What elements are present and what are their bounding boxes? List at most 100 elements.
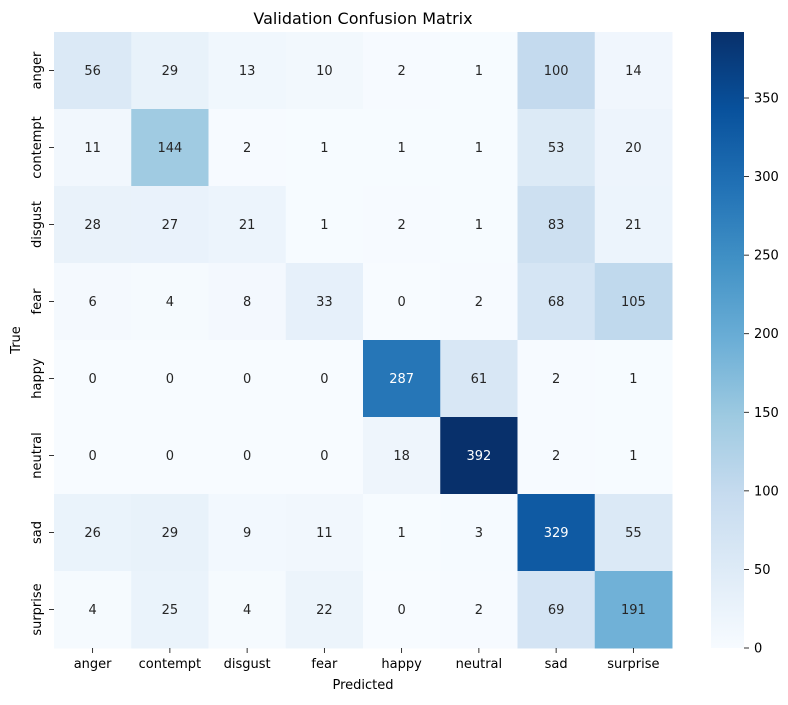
heatmap-cell (517, 340, 596, 418)
heatmap-cell (285, 263, 364, 341)
heatmap-cell (54, 109, 132, 187)
heatmap-cell (208, 109, 287, 187)
heatmap-cell (131, 32, 209, 110)
heatmap-cell (54, 186, 132, 264)
heatmap-cell (594, 494, 673, 572)
colorbar-tick-label: 0 (754, 642, 762, 657)
cell-value-label: 1 (629, 449, 637, 464)
heatmap-cell (363, 32, 441, 110)
cell-value-label: 2 (475, 603, 483, 618)
heatmap-cell (517, 494, 596, 572)
cell-value-label: 29 (162, 526, 179, 541)
heatmap-cell (285, 32, 364, 110)
heatmap-cell (517, 417, 596, 495)
y-tick-label: disgust (30, 201, 45, 248)
heatmap-cell (440, 571, 518, 649)
colorbar-tick-label: 300 (754, 170, 779, 185)
colorbar-tick-label: 50 (754, 563, 771, 578)
cell-value-label: 0 (243, 449, 251, 464)
heatmap-cell (208, 417, 287, 495)
cell-value-label: 1 (320, 218, 328, 233)
cell-value-label: 11 (84, 141, 101, 156)
heatmap-cell (517, 109, 596, 187)
heatmap-cell (440, 494, 518, 572)
heatmap-cell (208, 494, 287, 572)
heatmap-cell (285, 571, 364, 649)
cell-value-label: 4 (88, 603, 96, 618)
heatmap-cell (54, 32, 132, 110)
heatmap-cell (594, 186, 673, 264)
heatmap-cell (54, 263, 132, 341)
y-tick-label: sad (30, 521, 45, 544)
colorbar-ticks: 0 50 100 150 200 250 300 350 (744, 92, 779, 657)
heatmap-cell (440, 340, 518, 418)
cell-value-label: 10 (316, 64, 333, 79)
cell-value-label: 144 (157, 141, 182, 156)
cell-value-label: 2 (397, 64, 405, 79)
heatmap-cell (594, 340, 673, 418)
cell-value-label: 21 (239, 218, 256, 233)
cell-value-label: 83 (548, 218, 565, 233)
cell-value-label: 287 (389, 372, 414, 387)
heatmap-cell (208, 263, 287, 341)
heatmap-cell (363, 186, 441, 264)
cell-value-label: 1 (320, 141, 328, 156)
heatmap-cell (594, 32, 673, 110)
cell-value-label: 105 (621, 295, 646, 310)
heatmap-cell (517, 263, 596, 341)
cell-value-label: 191 (621, 603, 646, 618)
heatmap-cell (363, 340, 441, 418)
cell-value-label: 329 (544, 526, 569, 541)
cell-value-label: 1 (629, 372, 637, 387)
heatmap-cell (363, 494, 441, 572)
heatmap-cell (285, 340, 364, 418)
cell-value-label: 25 (162, 603, 179, 618)
cell-value-label: 1 (475, 141, 483, 156)
cell-value-label: 2 (475, 295, 483, 310)
cell-value-label: 4 (243, 603, 251, 618)
heatmap-cell (54, 340, 132, 418)
cell-value-label: 9 (243, 526, 251, 541)
cell-value-label: 0 (320, 449, 328, 464)
heatmap-cell (131, 263, 209, 341)
cell-value-label: 11 (316, 526, 333, 541)
x-tick-label: disgust (224, 657, 271, 672)
cell-value-label: 14 (625, 64, 642, 79)
cell-value-label: 0 (320, 372, 328, 387)
heatmap-cell (440, 186, 518, 264)
heatmap-cell (54, 571, 132, 649)
heatmap-cell (594, 571, 673, 649)
heatmap-cell (363, 263, 441, 341)
colorbar-tick-label: 200 (754, 327, 779, 342)
heatmap-cell (594, 417, 673, 495)
cell-value-label: 6 (88, 295, 96, 310)
cell-value-label: 3 (475, 526, 483, 541)
cell-value-label: 53 (548, 141, 565, 156)
heatmap-cell (440, 32, 518, 110)
heatmap-cell (440, 417, 518, 495)
x-tick-label: anger (74, 657, 112, 672)
colorbar-tick-label: 350 (754, 92, 779, 107)
heatmap-cell (131, 494, 209, 572)
cell-value-label: 33 (316, 295, 333, 310)
heatmap-cell (517, 32, 596, 110)
cell-value-label: 1 (475, 64, 483, 79)
cell-value-label: 2 (552, 449, 560, 464)
cell-value-label: 29 (162, 64, 179, 79)
heatmap-cell (54, 417, 132, 495)
y-tick-label: neutral (30, 432, 45, 479)
cell-value-label: 8 (243, 295, 251, 310)
x-tick-label: contempt (139, 657, 201, 672)
cell-value-label: 21 (625, 218, 642, 233)
heatmap-cell (208, 186, 287, 264)
heatmap-cells (54, 32, 673, 649)
cell-value-label: 1 (397, 141, 405, 156)
x-tick-label: fear (311, 657, 338, 672)
cell-value-label: 4 (166, 295, 174, 310)
heatmap-cell (363, 571, 441, 649)
cell-value-label: 20 (625, 141, 642, 156)
heatmap-cell (131, 340, 209, 418)
y-tick-label: surprise (30, 583, 45, 635)
